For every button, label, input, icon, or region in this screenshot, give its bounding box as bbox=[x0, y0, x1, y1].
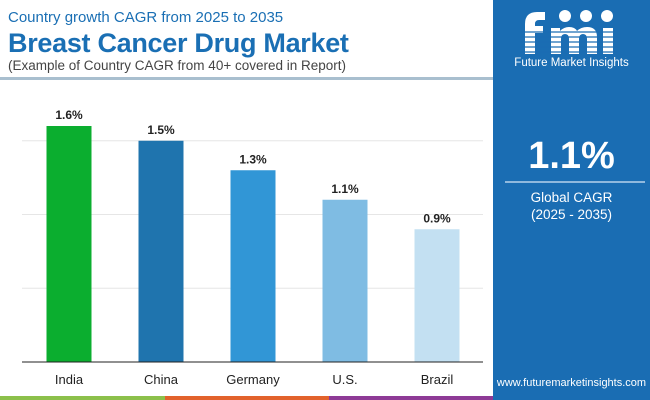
data-label: 0.9% bbox=[423, 211, 451, 225]
bar-china bbox=[138, 140, 184, 362]
global-cagr-label: Global CAGR bbox=[530, 190, 613, 205]
fmi-logo bbox=[521, 10, 618, 54]
header-divider bbox=[0, 77, 493, 80]
x-tick-label: China bbox=[144, 372, 179, 387]
logo-text: Future Market Insights bbox=[514, 57, 629, 69]
x-tick-label: U.S. bbox=[332, 372, 357, 387]
x-tick-label: Germany bbox=[226, 372, 280, 387]
bar-india bbox=[46, 126, 92, 362]
bar-chart: 1.6% India 1.5% China 1.3% Germany 1.1% U.S. 0.9… bbox=[22, 108, 483, 387]
panel-divider bbox=[505, 181, 645, 183]
global-cagr-period: (2025 - 2035) bbox=[530, 207, 613, 222]
chart-subtitle: Country growth CAGR from 2025 to 2035 bbox=[8, 9, 284, 26]
footer-strip-purple bbox=[329, 396, 493, 400]
data-label: 1.1% bbox=[331, 182, 359, 196]
data-label: 1.6% bbox=[55, 108, 83, 122]
x-tick-label: Brazil bbox=[421, 372, 454, 387]
bar-brazil bbox=[414, 229, 460, 362]
summary-panel: Future Market Insights 1.1% Global CAGR … bbox=[493, 0, 650, 400]
bar-us bbox=[322, 199, 368, 362]
chart-note: (Example of Country CAGR from 40+ covere… bbox=[8, 58, 347, 73]
footer-strip-green bbox=[0, 396, 165, 400]
x-tick-label: India bbox=[55, 372, 84, 387]
chart-title: Breast Cancer Drug Market bbox=[8, 28, 349, 58]
website-url[interactable]: www.futuremarketinsights.com bbox=[496, 377, 647, 389]
data-label: 1.3% bbox=[239, 152, 267, 166]
bar-germany bbox=[230, 170, 276, 362]
global-cagr-value: 1.1% bbox=[528, 135, 615, 177]
footer-strip-orange bbox=[165, 396, 329, 400]
data-label: 1.5% bbox=[147, 123, 175, 137]
